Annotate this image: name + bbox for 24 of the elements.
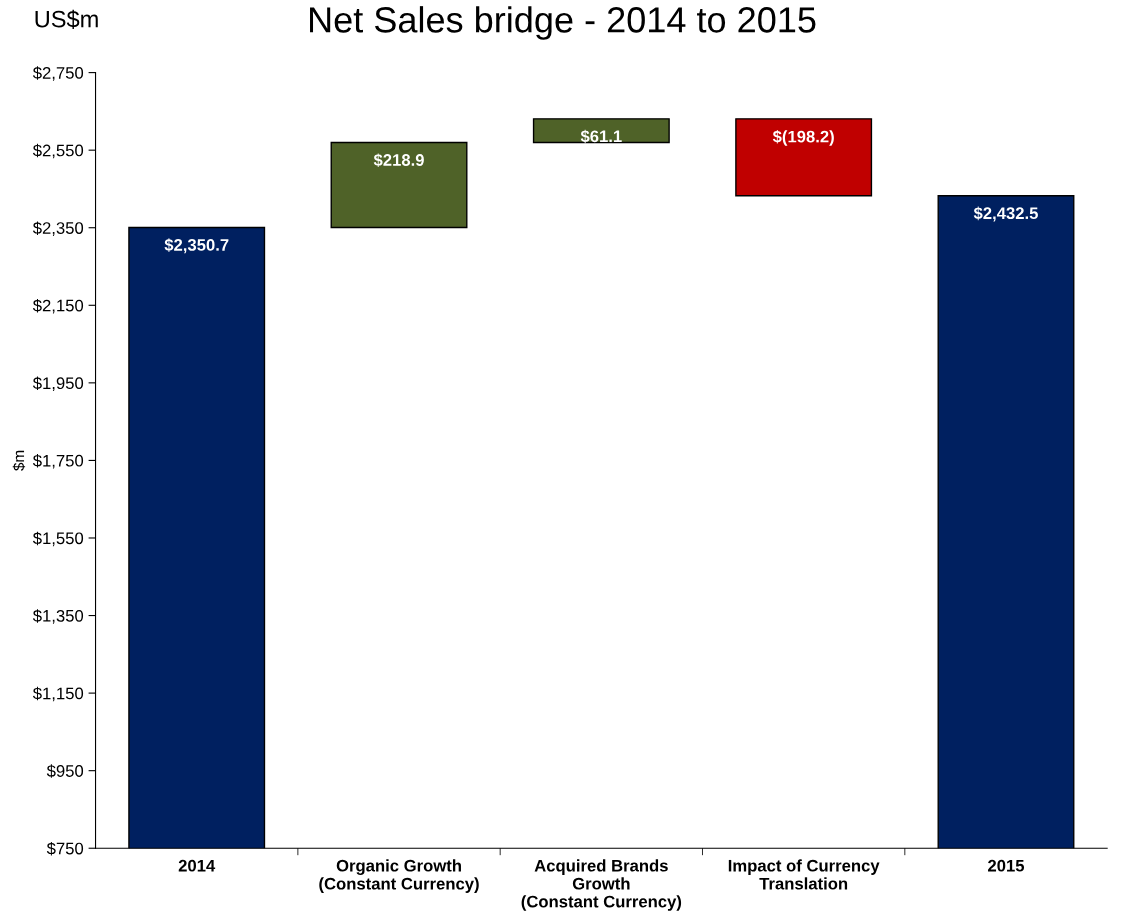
text: US$m [35,9,98,29]
y-tick-label: $1,950 [32,376,84,392]
x-tick-label: Acquired Brands Growth (Constant Currency) [521,859,682,911]
x-tick-label: Impact of Currency Translation [728,859,880,890]
x-tick-label: 2014 [178,859,216,872]
data-label: $(198.2) [772,129,834,146]
data-label: $2,432.5 [973,206,1038,222]
data-label: $61.1 [580,129,622,144]
x-tick-label: 2015 [988,859,1025,872]
y-tick-label: $2,150 [32,298,84,314]
data-label: $218.9 [373,153,424,167]
y-tick-label: $2,750 [32,66,84,81]
y-tick-label: $2,550 [32,143,84,159]
data-label: $2,350.7 [164,238,229,254]
y-tick-label: $1,550 [32,531,84,547]
y-tick-label: $750 [46,841,84,856]
y-tick-label: $2,350 [32,221,84,236]
y-tick-label: $1,750 [32,454,84,469]
y-tick-label: $1,150 [32,686,84,702]
y-tick-label: $1,350 [32,609,84,624]
y-tick-label: $950 [46,764,84,778]
chart-title: Net Sales bridge - 2014 to 2015 [310,6,816,40]
x-tick-label: Organic Growth (Constant Currency) [319,859,479,893]
y-axis-title: $m [12,450,26,471]
